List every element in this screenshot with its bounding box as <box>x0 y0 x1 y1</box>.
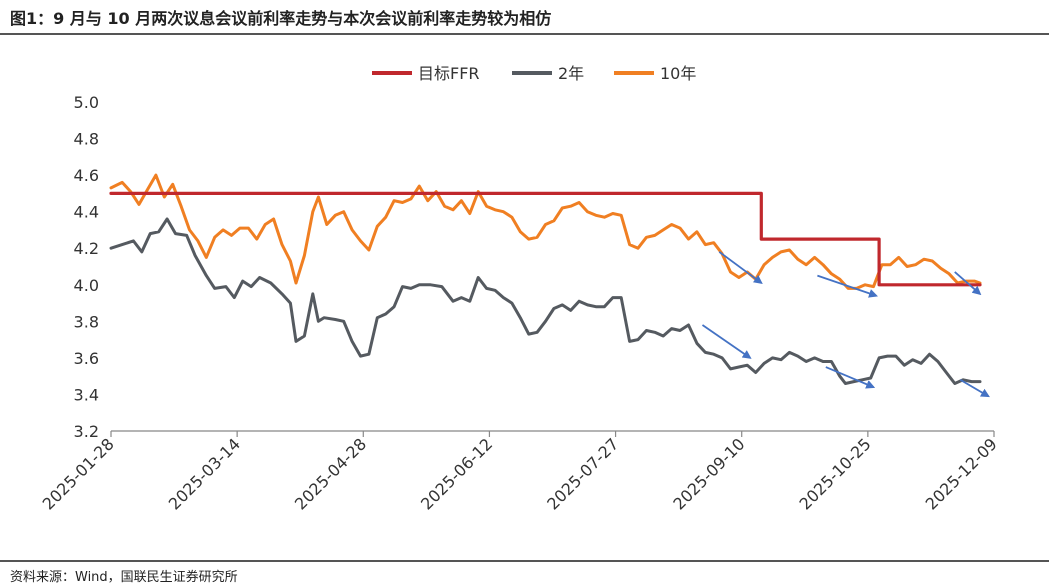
legend-label: 2年 <box>558 64 584 83</box>
trend-arrow <box>959 379 990 398</box>
y-tick-label: 4.0 <box>74 276 99 295</box>
x-tick-label: 2025-06-12 <box>417 434 496 513</box>
legend-label: 目标FFR <box>418 64 480 83</box>
y-axis: 5.0 4.8 4.6 4.4 4.2 4.0 3.8 3.6 3.4 3.2 <box>74 93 99 441</box>
series-layer <box>109 173 982 385</box>
x-tick-label: 2025-03-14 <box>165 434 244 513</box>
legend: 目标FFR 2年 10年 <box>372 64 696 83</box>
series-line-10y <box>109 173 982 290</box>
y-tick-label: 4.6 <box>74 166 99 185</box>
y-tick-label: 4.2 <box>74 239 99 258</box>
top-rule <box>0 33 1049 35</box>
x-tick-label: 2025-09-10 <box>669 434 748 513</box>
trend-arrow <box>701 324 752 359</box>
x-tick-label: 2025-12-09 <box>922 434 1001 513</box>
legend-label: 10年 <box>660 64 696 83</box>
figure-title: 图1：9 月与 10 月两次议息会议前利率走势与本次会议前利率走势较为相仿 <box>10 9 552 28</box>
bottom-rule <box>0 560 1049 562</box>
x-tick-label: 2025-07-27 <box>543 434 622 513</box>
trend-arrow <box>954 271 982 296</box>
x-tick-label: 2025-01-28 <box>39 434 118 513</box>
y-tick-label: 5.0 <box>74 93 99 112</box>
y-tick-label: 3.6 <box>74 349 99 368</box>
trend-arrow <box>817 274 878 298</box>
source-note: 资料来源：Wind，国联民生证券研究所 <box>10 570 238 585</box>
annotation-layer <box>701 251 990 398</box>
y-tick-label: 3.8 <box>74 312 99 331</box>
x-tick-label: 2025-10-25 <box>796 434 875 513</box>
y-tick-label: 3.2 <box>74 422 99 441</box>
series-line-2y <box>109 217 982 385</box>
y-tick-label: 3.4 <box>74 385 99 404</box>
series-line-ffr <box>109 191 982 287</box>
y-tick-label: 4.8 <box>74 130 99 149</box>
trend-arrow <box>825 366 876 389</box>
trend-arrow <box>718 251 763 285</box>
y-tick-label: 4.4 <box>74 203 99 222</box>
x-tick-label: 2025-04-28 <box>291 434 370 513</box>
x-axis: 2025-01-28 2025-03-14 2025-04-28 2025-06-12… <box>39 430 1001 514</box>
